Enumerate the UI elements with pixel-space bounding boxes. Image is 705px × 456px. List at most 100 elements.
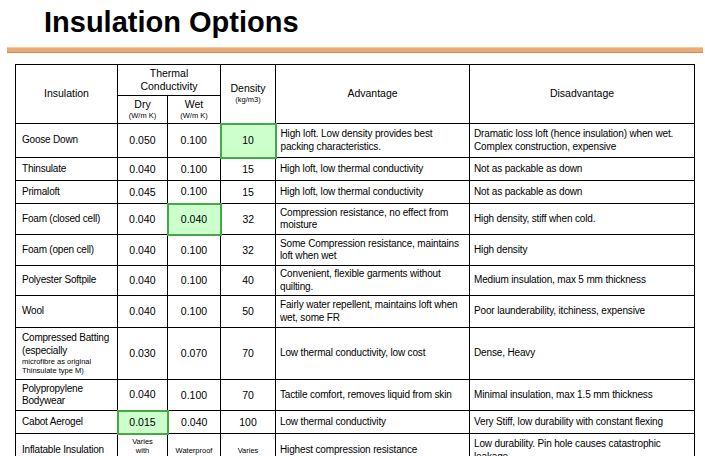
cell-disadvantage: Minimal insulation, max 1.5 mm thickness <box>470 380 695 411</box>
cell-wet: 0.100 <box>168 235 221 266</box>
cell-density: 40 <box>221 266 276 296</box>
cell-advantage: Highest compression resistance <box>276 434 470 456</box>
cell-insulation: Goose Down <box>16 124 118 158</box>
cell-advantage: High loft, low thermal conductivity <box>276 158 470 181</box>
cell-disadvantage: Very Stiff, low durability with constant… <box>470 411 695 434</box>
table-row: Inflatable Insulation Varies with Inflati… <box>16 434 695 456</box>
insulation-name: Primaloft <box>22 186 60 197</box>
table-row: Cabot Aerogel 0.0150.040100Low thermal co… <box>16 411 695 434</box>
cell-insulation: Thinsulate <box>16 158 118 181</box>
table-row: Foam (open cell) 0.0400.10032Some Compres… <box>16 235 695 266</box>
table-row: Foam (closed cell)0.0400.04032Compressio… <box>16 204 695 235</box>
insulation-name: Foam (open cell) <box>22 244 94 255</box>
header-wet-label: Wet <box>185 98 203 110</box>
header-density-label: Density <box>230 82 265 94</box>
table-row: Thinsulate 0.0400.10015High loft, low the… <box>16 158 695 181</box>
cell-disadvantage: Dense, Heavy <box>470 328 695 380</box>
cell-advantage: Some Compression resistance, maintains l… <box>276 235 470 266</box>
cell-insulation: Polypropylene Bodywear <box>16 380 118 411</box>
slide: Insulation Options Insulation Thermal Co… <box>0 0 705 456</box>
cell-wet: 0.100 <box>168 266 221 296</box>
cell-dry: 0.040 <box>118 235 168 266</box>
insulation-name: Compressed Batting (especially <box>22 332 109 356</box>
header-insulation: Insulation <box>16 64 118 123</box>
cell-advantage: Convenient, flexible garments without qu… <box>276 266 470 296</box>
cell-disadvantage: Dramatic loss loft (hence insulation) wh… <box>470 124 695 158</box>
cell-advantage: High loft. Low density provides best pac… <box>276 124 470 158</box>
cell-density: 70 <box>221 328 276 380</box>
cell-advantage: Tactile comfort, removes liquid from ski… <box>276 380 470 411</box>
cell-dry: Varies with Inflation <box>118 434 168 456</box>
cell-insulation: Foam (closed cell) <box>16 204 118 235</box>
cell-wet: Waterproof <box>168 434 221 456</box>
table-row: Goose Down 0.0500.10010High loft. Low den… <box>16 124 695 158</box>
insulation-table: Insulation Thermal Conductivity Density … <box>15 64 695 456</box>
insulation-name: Thinsulate <box>22 163 66 174</box>
cell-dry: 0.040 <box>118 296 168 328</box>
insulation-name: Goose Down <box>22 134 78 145</box>
cell-density: 32 <box>221 235 276 266</box>
cell-dry: 0.040 <box>118 380 168 411</box>
cell-wet: 0.100 <box>168 296 221 328</box>
cell-disadvantage: Medium insulation, max 5 mm thickness <box>470 266 695 296</box>
header-dry: Dry (W/m K) <box>118 96 168 124</box>
insulation-name: Cabot Aerogel <box>22 416 83 427</box>
cell-density: 32 <box>221 204 276 235</box>
cell-disadvantage: High density <box>470 235 695 266</box>
header-advantage: Advantage <box>276 64 470 123</box>
cell-disadvantage: Not as packable as down <box>470 181 695 204</box>
cell-dry: 0.030 <box>118 328 168 380</box>
page-title: Insulation Options <box>0 0 705 39</box>
cell-density: 15 <box>221 158 276 181</box>
cell-wet: 0.040 <box>168 411 221 434</box>
cell-disadvantage: Not as packable as down <box>470 158 695 181</box>
table-row: Polyester Softpile0.0400.10040Convenient… <box>16 266 695 296</box>
cell-density: Varies <box>221 434 276 456</box>
table-row: Wool 0.0400.10050Fairly water repellent, … <box>16 296 695 328</box>
cell-advantage: High loft, low thermal conductivity <box>276 181 470 204</box>
header-dry-unit: (W/m K) <box>120 111 165 121</box>
header-dry-label: Dry <box>134 98 150 110</box>
cell-dry: 0.040 <box>118 158 168 181</box>
cell-dry: 0.045 <box>118 181 168 204</box>
header-thermal-conductivity: Thermal Conductivity <box>118 64 221 95</box>
header-disadvantage: Disadvantage <box>470 64 695 123</box>
insulation-name: Inflatable Insulation <box>22 444 104 455</box>
cell-density: 50 <box>221 296 276 328</box>
cell-disadvantage: Poor launderability, itchiness, expensiv… <box>470 296 695 328</box>
accent-rule <box>7 47 703 53</box>
cell-advantage: Low thermal conductivity <box>276 411 470 434</box>
cell-density: 15 <box>221 181 276 204</box>
insulation-name-note: microfibre as original Thinsulate type M… <box>22 357 115 375</box>
insulation-name: Wool <box>22 305 44 316</box>
cell-advantage: Fairly water repellent, maintains loft w… <box>276 296 470 328</box>
table-header: Insulation Thermal Conductivity Density … <box>16 64 695 123</box>
cell-insulation: Polyester Softpile <box>16 266 118 296</box>
cell-disadvantage: Low durability. Pin hole causes catastro… <box>470 434 695 456</box>
cell-wet: 0.100 <box>168 124 221 158</box>
cell-insulation: Compressed Batting (especiallymicrofibre… <box>16 328 118 380</box>
cell-wet: 0.040 <box>168 204 221 235</box>
header-wet: Wet (W/m K) <box>168 96 221 124</box>
table-row: Polypropylene Bodywear 0.0400.10070Tactil… <box>16 380 695 411</box>
cell-density: 100 <box>221 411 276 434</box>
cell-insulation: Foam (open cell) <box>16 235 118 266</box>
cell-density: 70 <box>221 380 276 411</box>
table-body: Goose Down0.0500.10010High loft. Low den… <box>16 124 695 456</box>
cell-disadvantage: High density, stiff when cold. <box>470 204 695 235</box>
table-row: Primaloft 0.0450.10015High loft, low ther… <box>16 181 695 204</box>
insulation-name: Foam (closed cell) <box>22 213 100 224</box>
header-density-unit: (kg/m3) <box>223 95 273 105</box>
cell-insulation: Wool <box>16 296 118 328</box>
header-wet-unit: (W/m K) <box>170 111 218 121</box>
cell-insulation: Primaloft <box>16 181 118 204</box>
cell-wet: 0.070 <box>168 328 221 380</box>
cell-dry: 0.015 <box>118 411 168 434</box>
insulation-name: Polypropylene Bodywear <box>22 383 83 407</box>
cell-wet: 0.100 <box>168 158 221 181</box>
cell-wet: 0.100 <box>168 380 221 411</box>
cell-dry: 0.050 <box>118 124 168 158</box>
cell-density: 10 <box>221 124 276 158</box>
cell-wet: 0.100 <box>168 181 221 204</box>
cell-advantage: Compression resistance, no effect from m… <box>276 204 470 235</box>
